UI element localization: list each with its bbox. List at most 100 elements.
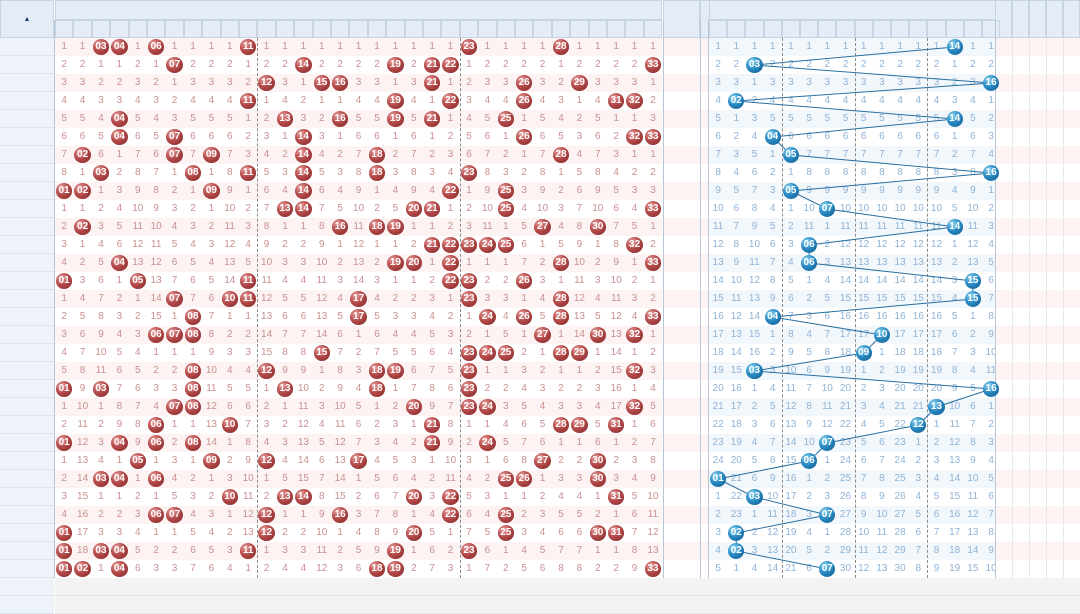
red-miss-count: 10: [205, 365, 217, 376]
red-miss-count: 8: [245, 437, 251, 448]
blue-miss-count: 10: [730, 275, 742, 286]
blue-miss-count: 19: [839, 365, 852, 376]
red-miss-count: 3: [503, 401, 509, 412]
blue-miss-count: 18: [730, 419, 742, 430]
blue-ball: 15: [964, 291, 981, 307]
column-divider-line: [54, 20, 55, 578]
blue-miss-count: 4: [733, 167, 740, 178]
blue-miss-count: 3: [769, 77, 776, 88]
preselect-label: [0, 596, 54, 614]
attr-mod3-cell: [1046, 524, 1063, 542]
attr-prime-cell: [1029, 290, 1046, 308]
blue-miss-count: 10: [785, 365, 797, 376]
period-cell: [0, 380, 54, 398]
red-miss-count: 6: [227, 131, 233, 142]
red-ball: 04: [111, 129, 128, 145]
red-miss-count: 2: [374, 59, 380, 70]
basic-number-col-header: [73, 20, 92, 38]
red-miss-count: 1: [650, 77, 656, 88]
blue-miss-count: 17: [730, 401, 742, 412]
attr-parity-cell: [1012, 434, 1029, 452]
blue-miss-count: 9: [915, 185, 922, 196]
attr-amp-cell: [1063, 488, 1080, 506]
red-miss-count: 14: [261, 329, 273, 340]
red-miss-count: 2: [355, 347, 362, 358]
red-miss-count: 2: [650, 167, 656, 178]
red-miss-count: 1: [190, 455, 196, 466]
blue-miss-count: 8: [915, 563, 922, 574]
red-miss-count: 2: [208, 491, 215, 502]
red-miss-count: 1: [300, 221, 307, 232]
red-miss-count: 1: [484, 455, 491, 466]
red-miss-count: 8: [79, 365, 86, 376]
blue-miss-count: 4: [933, 473, 940, 484]
red-miss-count: 3: [153, 95, 159, 106]
red-miss-count: 6: [355, 563, 362, 574]
attr-size-cell: [995, 344, 1012, 362]
period-header-sort[interactable]: ▲: [0, 0, 54, 38]
blue-miss-count: 1: [915, 437, 922, 448]
blue-miss-count: 12: [730, 311, 742, 322]
red-miss-count: 2: [153, 365, 159, 376]
red-miss-count: 8: [374, 527, 380, 538]
blue-miss-count: 2: [879, 59, 885, 70]
red-miss-count: 1: [171, 41, 178, 52]
red-miss-count: 2: [116, 509, 123, 520]
attr-mod3-cell: [1046, 128, 1063, 146]
red-miss-count: 3: [355, 77, 362, 88]
red-miss-count: 4: [503, 419, 509, 430]
blue-miss-count: 24: [712, 455, 724, 466]
red-miss-count: 8: [300, 347, 307, 358]
blue-miss-count: 9: [715, 185, 721, 196]
red-miss-count: 2: [539, 257, 546, 268]
basic-number-col-header: [183, 20, 203, 38]
red-miss-count: 1: [558, 437, 564, 448]
blue-miss-count: 6: [733, 203, 740, 214]
red-miss-count: 1: [631, 383, 638, 394]
red-ball: 20: [405, 489, 422, 505]
red-miss-count: 2: [631, 167, 638, 178]
red-miss-count: 5: [484, 527, 491, 538]
red-miss-count: 8: [135, 419, 141, 430]
red-miss-count: 3: [447, 329, 454, 340]
red-miss-count: 12: [77, 437, 89, 448]
preselect-row[interactable]: [55, 596, 1080, 614]
red-miss-count: 7: [135, 401, 141, 412]
zone-ratio-cell: [663, 254, 700, 272]
preselect-row[interactable]: [55, 578, 1080, 596]
special-number-col-header: [891, 20, 910, 38]
blue-miss-count: 8: [860, 491, 867, 502]
red-miss-count: 12: [647, 527, 659, 538]
blue-miss-count: 10: [967, 473, 979, 484]
red-ball: 07: [166, 57, 183, 73]
red-miss-count: 1: [61, 293, 67, 304]
red-miss-count: 1: [300, 41, 307, 52]
red-miss-count: 1: [116, 275, 123, 286]
red-miss-count: 1: [116, 491, 123, 502]
red-miss-count: 1: [319, 95, 325, 106]
blue-miss-count: 1: [860, 365, 867, 376]
attr-mod3-cell: [1046, 326, 1063, 344]
red-miss-count: 7: [116, 383, 123, 394]
blue-miss-count: 18: [930, 347, 943, 358]
red-miss-count: 3: [631, 455, 638, 466]
blue-miss-count: 1: [733, 563, 740, 574]
red-miss-count: 7: [539, 149, 546, 160]
red-miss-count: 6: [539, 131, 546, 142]
basic-row-bg: [55, 542, 663, 560]
attr-mod3-cell: [1046, 146, 1063, 164]
zone-ratio-cell: [663, 416, 700, 434]
red-ball: 23: [460, 381, 478, 397]
blue-miss-count: 9: [879, 491, 885, 502]
basic-number-col-header: [441, 20, 460, 38]
red-miss-count: 1: [539, 473, 546, 484]
red-miss-count: 2: [374, 419, 380, 430]
blue-miss-count: 15: [730, 365, 742, 376]
red-miss-count: 2: [558, 455, 564, 466]
blue-miss-count: 2: [824, 545, 831, 556]
red-miss-count: 14: [224, 275, 236, 286]
red-miss-count: 7: [411, 149, 417, 160]
red-miss-count: 8: [429, 383, 435, 394]
red-miss-count: 8: [631, 545, 638, 556]
red-miss-count: 3: [227, 545, 233, 556]
